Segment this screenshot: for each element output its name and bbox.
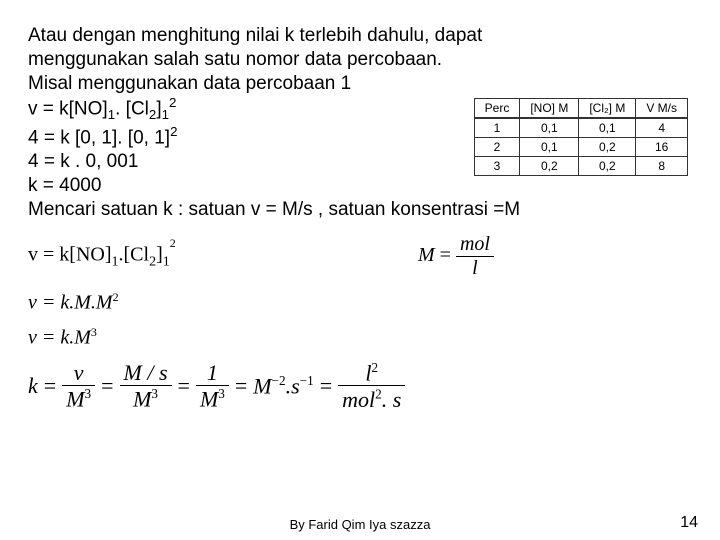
line5-part-a: 4 = k [0, 1]. [0, 1] bbox=[28, 127, 170, 148]
sub-cl1: 1 bbox=[162, 107, 169, 122]
line4-part-a: v = k[NO] bbox=[28, 99, 108, 120]
eq-3: v = k.M3 bbox=[28, 325, 358, 350]
equals-icon: = bbox=[178, 373, 190, 399]
cell: 0,2 bbox=[579, 138, 636, 157]
line4-part-b: . [Cl bbox=[115, 99, 149, 120]
footer-credit: By Farid Qim Iya szazza bbox=[0, 517, 720, 532]
v-sym: v bbox=[74, 360, 84, 385]
sup-cl2: 2 bbox=[169, 95, 176, 110]
s-neg1: .s bbox=[286, 373, 300, 398]
eq-1: v = k[NO]1.[Cl2]12 bbox=[28, 242, 358, 271]
eq-k-derivation: k = v M3 = M / s M3 = 1 M3 = M−2.s−1 = l… bbox=[28, 360, 692, 412]
cell: 1 bbox=[474, 118, 520, 138]
cell: 0,1 bbox=[520, 118, 579, 138]
equals-icon: = bbox=[101, 373, 113, 399]
cell: 3 bbox=[474, 157, 520, 176]
th-cl2: [Cl₂] M bbox=[579, 99, 636, 119]
one: 1 bbox=[196, 360, 229, 386]
eq1-c: ] bbox=[156, 244, 163, 266]
mol2s: mol2. s bbox=[342, 387, 401, 412]
m3c: M bbox=[200, 386, 218, 411]
th-no: [NO] M bbox=[520, 99, 579, 119]
ms: M / s bbox=[120, 360, 172, 386]
equations-block: v = k[NO]1.[Cl2]12 M = mol l v = k.M.M2 … bbox=[28, 233, 692, 349]
m3b: M bbox=[133, 386, 151, 411]
equals-icon: = bbox=[320, 373, 332, 399]
m3: M bbox=[66, 386, 84, 411]
page-number: 14 bbox=[680, 514, 698, 532]
sup-line5: 2 bbox=[170, 124, 177, 139]
equals-icon: = bbox=[440, 244, 451, 266]
eq3-text: v = k.M bbox=[28, 327, 91, 349]
cell: 2 bbox=[474, 138, 520, 157]
eq1-a: v = k[NO] bbox=[28, 244, 112, 266]
eq-2: v = k.M.M2 bbox=[28, 290, 358, 315]
mol: mol bbox=[456, 233, 494, 257]
cell: 0,1 bbox=[520, 138, 579, 157]
line-8: Mencari satuan k : satuan v = M/s , satu… bbox=[28, 198, 692, 222]
cell: 0,2 bbox=[520, 157, 579, 176]
eq2-text: v = k.M.M bbox=[28, 292, 113, 314]
sub-no: 1 bbox=[108, 107, 115, 122]
eq1-b: .[Cl bbox=[119, 244, 150, 266]
line-1: Atau dengan menghitung nilai k terlebih … bbox=[28, 24, 692, 48]
equals-icon: = bbox=[44, 373, 56, 399]
eq-m-def: M = mol l bbox=[418, 233, 494, 280]
th-perc: Perc bbox=[474, 99, 520, 119]
k-sym: k bbox=[28, 373, 38, 399]
cell: 0,1 bbox=[579, 118, 636, 138]
m-sym: M bbox=[418, 244, 435, 266]
cell: 0,2 bbox=[579, 157, 636, 176]
cell: 8 bbox=[636, 157, 688, 176]
cell: 4 bbox=[636, 118, 688, 138]
liter: l bbox=[456, 257, 494, 280]
m-neg2: M bbox=[253, 373, 271, 398]
line-3: Misal menggunakan data percobaan 1 bbox=[28, 72, 692, 96]
line-7: k = 4000 bbox=[28, 174, 692, 198]
line-2: menggunakan salah satu nomor data percob… bbox=[28, 48, 692, 72]
cell: 16 bbox=[636, 138, 688, 157]
th-v: V M/s bbox=[636, 99, 688, 119]
equals-icon: = bbox=[235, 373, 247, 399]
experiment-table: Perc [NO] M [Cl₂] M V M/s 1 0,1 0,1 4 2 … bbox=[474, 98, 688, 176]
